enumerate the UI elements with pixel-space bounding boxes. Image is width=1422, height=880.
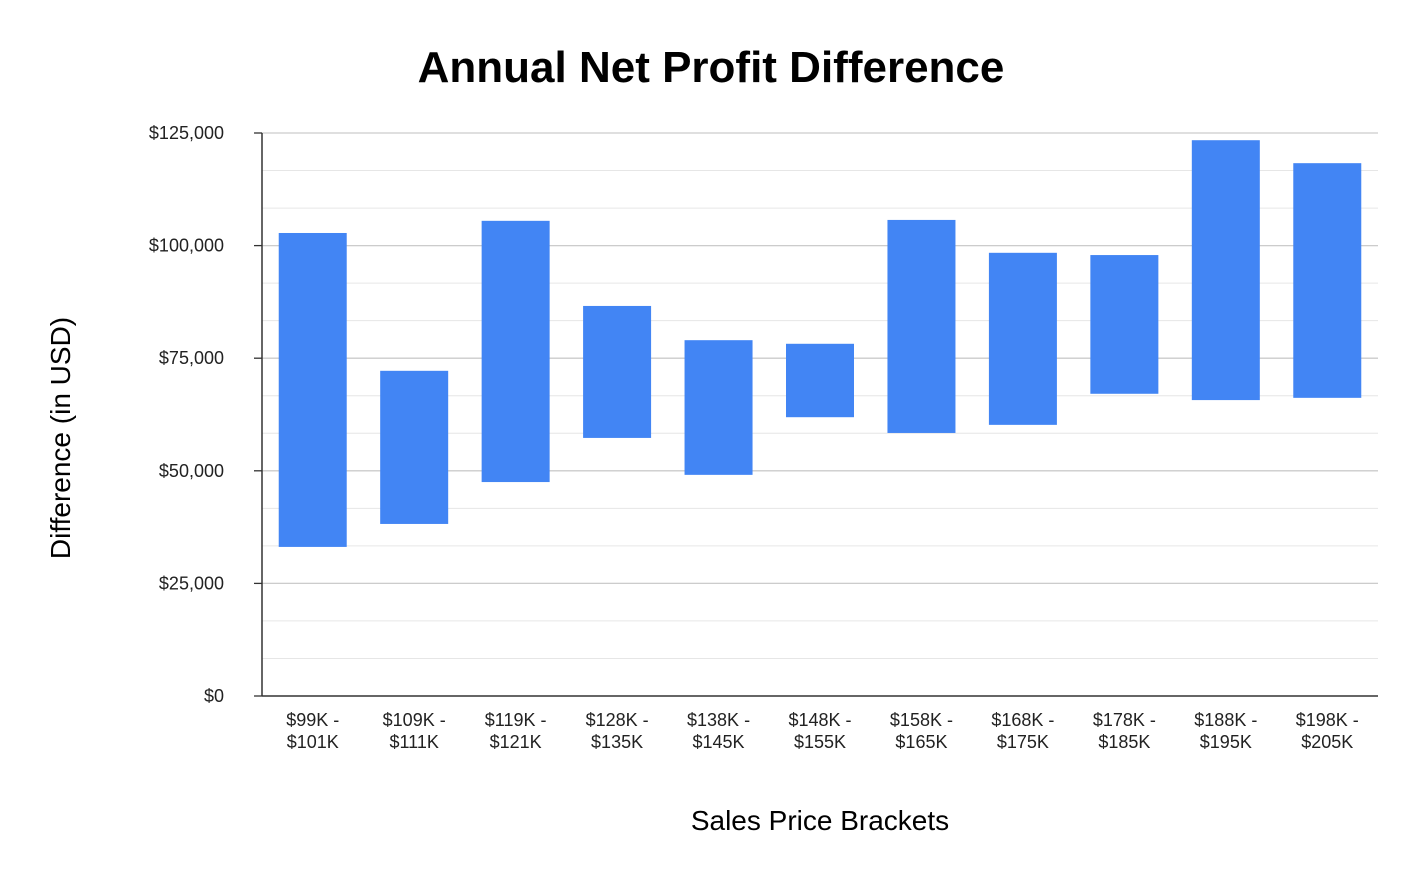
y-tick-label: $25,000 bbox=[159, 573, 224, 593]
x-tick-label-line: $111K bbox=[389, 732, 438, 752]
x-tick-label: $148K -$155K bbox=[788, 710, 851, 752]
bar bbox=[583, 305, 652, 438]
x-tick-label: $99K -$101K bbox=[286, 710, 339, 752]
y-axis-label: Difference (in USD) bbox=[45, 317, 76, 559]
x-tick-label-line: $158K - bbox=[890, 710, 953, 730]
x-tick-label-line: $195K bbox=[1200, 732, 1252, 752]
x-tick-label-line: $178K - bbox=[1093, 710, 1156, 730]
y-tick-label: $50,000 bbox=[159, 461, 224, 481]
x-tick-label: $158K -$165K bbox=[890, 710, 953, 752]
x-tick-label-line: $101K bbox=[287, 732, 339, 752]
x-tick-label-line: $145K bbox=[693, 732, 745, 752]
x-tick-label: $198K -$205K bbox=[1296, 710, 1359, 752]
bar bbox=[1191, 140, 1260, 401]
x-tick-label-line: $155K bbox=[794, 732, 846, 752]
bar bbox=[786, 343, 854, 418]
x-tick-label-line: $175K bbox=[997, 732, 1049, 752]
x-tick-label-line: $138K - bbox=[687, 710, 750, 730]
x-tick-label-line: $148K - bbox=[788, 710, 851, 730]
x-tick-label: $188K -$195K bbox=[1194, 710, 1257, 752]
x-tick-label-line: $198K - bbox=[1296, 710, 1359, 730]
bar bbox=[887, 219, 956, 433]
x-tick-label-line: $165K bbox=[895, 732, 947, 752]
bar bbox=[1090, 255, 1159, 394]
bar bbox=[1293, 163, 1362, 398]
x-tick-label-line: $128K - bbox=[586, 710, 649, 730]
bar bbox=[278, 232, 347, 547]
x-tick-label-line: $205K bbox=[1301, 732, 1353, 752]
x-tick-label-line: $109K - bbox=[383, 710, 446, 730]
chart-title: Annual Net Profit Difference bbox=[418, 43, 1005, 92]
y-tick-label: $75,000 bbox=[159, 348, 224, 368]
x-tick-label-line: $121K bbox=[490, 732, 542, 752]
y-tick-label: $100,000 bbox=[149, 236, 224, 256]
x-tick-label: $109K -$111K bbox=[383, 710, 446, 752]
y-tick-label: $125,000 bbox=[149, 123, 224, 143]
x-tick-label: $168K -$175K bbox=[991, 710, 1054, 752]
x-tick-label-line: $99K - bbox=[286, 710, 339, 730]
x-tick-label-line: $188K - bbox=[1194, 710, 1257, 730]
x-axis-label: Sales Price Brackets bbox=[691, 805, 949, 836]
x-tick-label-line: $168K - bbox=[991, 710, 1054, 730]
x-tick-label-line: $119K - bbox=[485, 710, 547, 730]
x-tick-label: $128K -$135K bbox=[586, 710, 649, 752]
x-tick-label: $138K -$145K bbox=[687, 710, 750, 752]
x-tick-label-line: $135K bbox=[591, 732, 643, 752]
y-tick-label: $0 bbox=[204, 686, 224, 706]
bar bbox=[380, 370, 449, 524]
x-tick-label-line: $185K bbox=[1098, 732, 1150, 752]
x-tick-label: $119K -$121K bbox=[485, 710, 547, 752]
bar bbox=[481, 220, 550, 483]
bar bbox=[684, 340, 753, 475]
x-tick-label: $178K -$185K bbox=[1093, 710, 1156, 752]
bar bbox=[988, 252, 1057, 425]
